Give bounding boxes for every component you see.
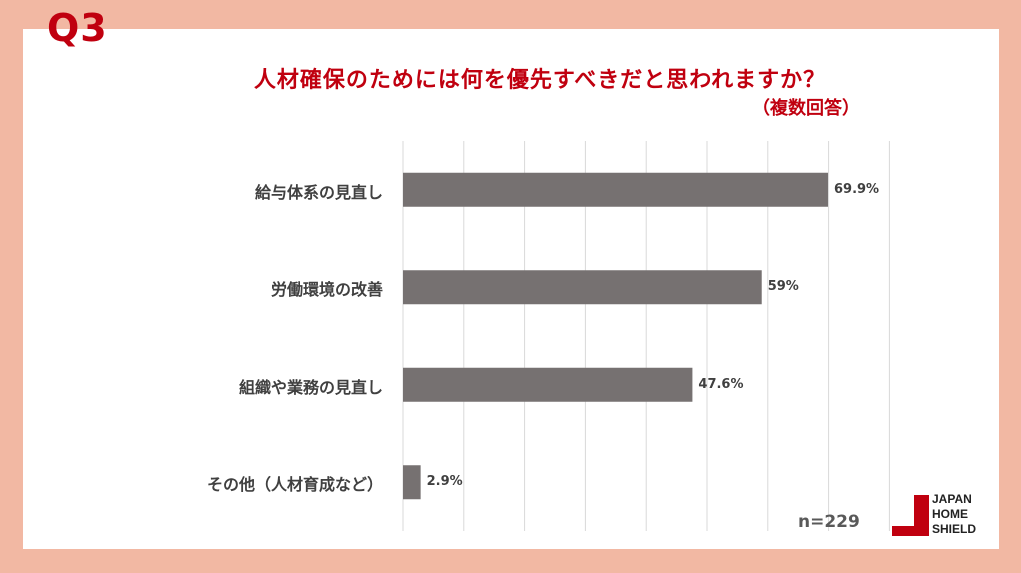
- bar: [403, 465, 421, 500]
- logo-text: JAPAN HOME SHIELD: [932, 492, 977, 536]
- sample-size: n=229: [798, 512, 860, 532]
- category-label: 労働環境の改善: [270, 280, 383, 300]
- bar: [403, 172, 828, 207]
- question-number: Q3: [47, 6, 108, 50]
- value-label: 59%: [767, 279, 799, 295]
- category-label: 組織や業務の見直し: [238, 377, 383, 397]
- bar: [403, 367, 693, 402]
- value-label: 47.6%: [698, 376, 744, 392]
- value-label: 69.9%: [833, 181, 880, 197]
- japan-home-shield-logo: [892, 495, 929, 536]
- bar: [403, 270, 762, 305]
- chart-title: 人材確保のためには何を優先すべきだと思われますか？: [253, 68, 827, 93]
- category-label: その他（人材育成など）: [206, 475, 383, 495]
- value-label: 2.9%: [426, 474, 463, 490]
- chart-subtitle: （複数回答）: [752, 98, 860, 119]
- category-label: 給与体系の見直し: [254, 182, 383, 202]
